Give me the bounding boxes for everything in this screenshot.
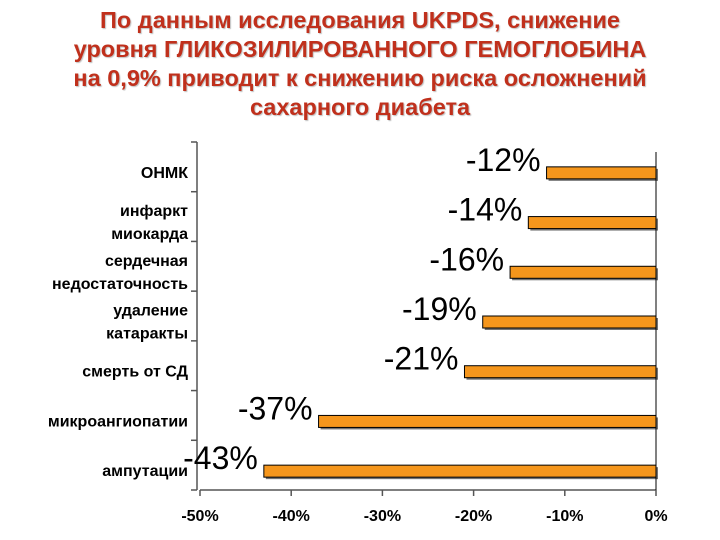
x-tick-label: -40% (273, 508, 310, 525)
bar (546, 166, 657, 180)
x-tick-label: -20% (455, 508, 492, 525)
category-label: недостаточность (52, 276, 188, 293)
x-tick-label: -10% (546, 508, 583, 525)
category-label: удаление (113, 303, 188, 320)
data-label: -43% (183, 440, 258, 476)
data-label: -12% (466, 142, 541, 178)
title-line: уровня ГЛИКОЗИЛИРОВАННОГО ГЕМОГЛОБИНА (73, 36, 647, 62)
x-tick-label: -50% (181, 508, 218, 525)
category-label: инфаркт (120, 203, 188, 220)
data-label: -37% (238, 390, 313, 426)
category-label: сердечная (105, 253, 188, 270)
chart-title: По данным исследования UKPDS, снижение у… (0, 6, 720, 122)
bar (482, 315, 657, 329)
x-tick-label: 0% (644, 508, 667, 525)
category-label: микроангиопатии (48, 413, 188, 430)
title-line: на 0,9% приводит к снижению риска осложн… (73, 65, 647, 91)
x-tick-label: -30% (364, 508, 401, 525)
data-label: -14% (448, 192, 523, 228)
data-label: -19% (402, 291, 477, 327)
title-line: По данным исследования UKPDS, снижение (100, 7, 620, 33)
data-label: -21% (384, 341, 459, 377)
title-line: сахарного диабета (249, 94, 471, 120)
bar (509, 265, 657, 279)
bar (463, 365, 657, 379)
category-label: миокарда (111, 226, 188, 243)
data-label: -16% (429, 241, 504, 277)
bar (527, 216, 657, 230)
category-label: ампутации (102, 463, 188, 480)
category-label: катаракты (106, 326, 188, 343)
bar (318, 414, 657, 428)
category-label: смерть от СД (82, 364, 188, 381)
bar (263, 464, 657, 478)
category-label: ОНМК (141, 165, 188, 182)
